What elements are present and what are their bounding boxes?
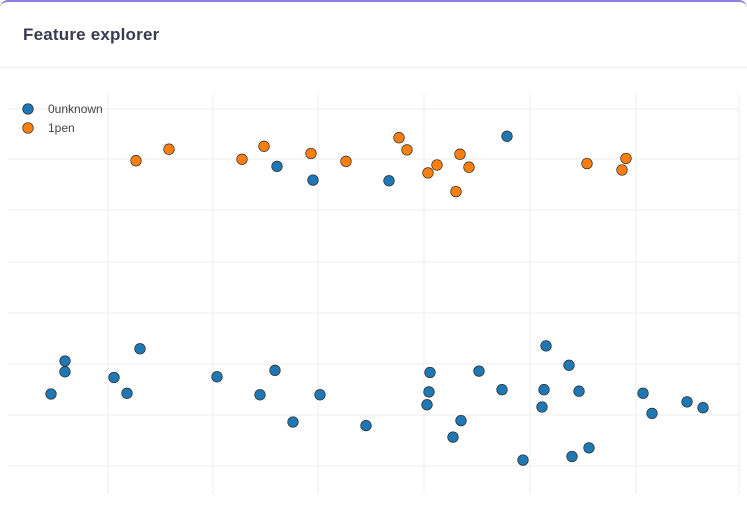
data-point[interactable] (646, 407, 658, 420)
series-1pen (130, 132, 632, 198)
data-point[interactable] (393, 132, 405, 144)
data-point[interactable] (108, 371, 120, 384)
legend-label: 1pen (48, 121, 75, 135)
data-point[interactable] (454, 148, 466, 160)
data-point[interactable] (447, 431, 459, 443)
data-point[interactable] (305, 147, 317, 160)
data-point[interactable] (307, 174, 319, 186)
data-point[interactable] (463, 161, 475, 173)
chart-grid (8, 94, 740, 494)
data-point[interactable] (501, 130, 513, 142)
data-point[interactable] (536, 401, 548, 413)
chart-series (45, 130, 709, 466)
data-point[interactable] (59, 355, 71, 367)
data-point[interactable] (269, 364, 281, 377)
data-point[interactable] (422, 167, 434, 179)
data-point[interactable] (538, 384, 550, 396)
data-point[interactable] (59, 366, 71, 378)
data-point[interactable] (383, 175, 395, 187)
data-point[interactable] (130, 155, 142, 167)
data-point[interactable] (121, 387, 133, 399)
data-point[interactable] (134, 343, 146, 355)
legend-marker (22, 103, 34, 115)
data-point[interactable] (258, 140, 270, 152)
data-point[interactable] (360, 419, 372, 432)
data-point[interactable] (616, 164, 628, 176)
data-point[interactable] (517, 454, 529, 466)
data-point[interactable] (423, 386, 435, 398)
data-point[interactable] (620, 152, 632, 165)
data-point[interactable] (583, 442, 595, 454)
data-point[interactable] (287, 416, 299, 428)
data-point[interactable] (254, 389, 266, 401)
data-point[interactable] (573, 385, 585, 397)
data-point[interactable] (163, 143, 175, 155)
data-point[interactable] (581, 157, 593, 170)
data-point[interactable] (340, 155, 352, 168)
data-point[interactable] (450, 185, 462, 198)
panel-title: Feature explorer (23, 25, 160, 44)
legend-item-0unknown[interactable]: 0unknown (22, 102, 103, 116)
legend-marker (22, 122, 34, 134)
legend-label: 0unknown (48, 102, 103, 116)
data-point[interactable] (637, 387, 649, 399)
data-point[interactable] (236, 153, 248, 165)
data-point[interactable] (45, 388, 57, 400)
data-point[interactable] (421, 399, 433, 411)
data-point[interactable] (681, 396, 693, 408)
data-point[interactable] (211, 371, 223, 383)
data-point[interactable] (697, 402, 709, 414)
panel-header: Feature explorer (0, 2, 747, 68)
data-point[interactable] (271, 160, 283, 173)
data-point[interactable] (401, 144, 413, 156)
data-point[interactable] (496, 384, 508, 396)
series-0unknown (45, 130, 709, 466)
legend-item-1pen[interactable]: 1pen (22, 121, 75, 135)
data-point[interactable] (473, 365, 485, 377)
data-point[interactable] (540, 340, 552, 352)
data-point[interactable] (424, 366, 436, 379)
data-point[interactable] (455, 414, 467, 427)
data-point[interactable] (314, 389, 326, 401)
data-point[interactable] (566, 450, 578, 463)
data-point[interactable] (431, 159, 443, 171)
data-point[interactable] (563, 359, 575, 371)
chart-legend[interactable]: 0unknown 1pen (22, 102, 103, 135)
